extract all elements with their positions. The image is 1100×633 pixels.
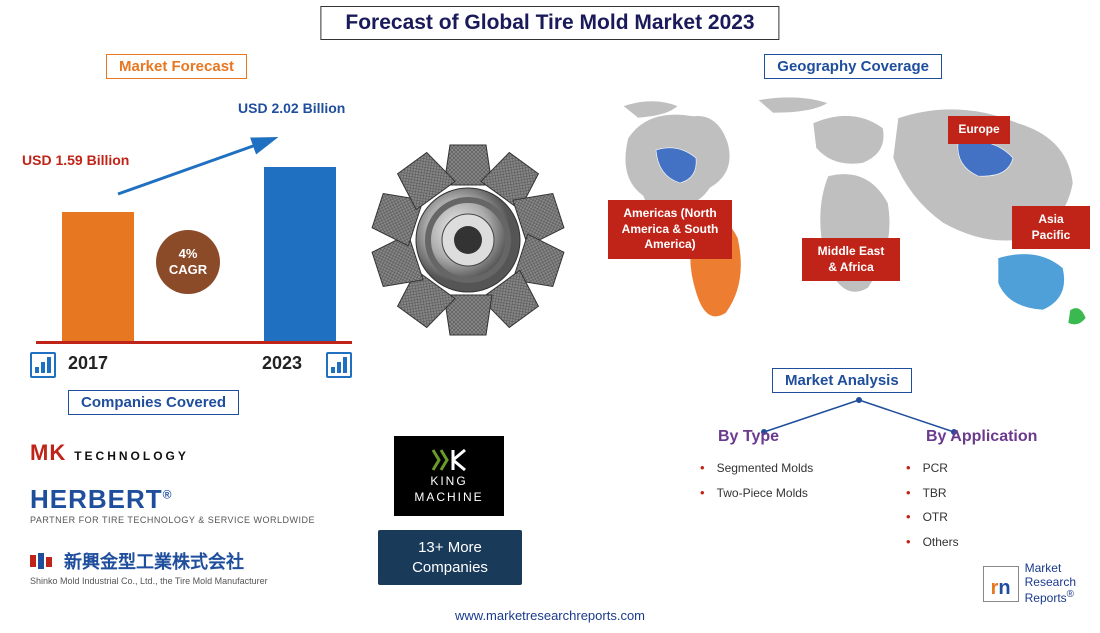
herbert-reg: ® [163,487,173,501]
king-l2: MACHINE [414,490,483,506]
geo-badge: Asia Pacific [1012,206,1090,249]
company-shinko: 新興金型工業株式会社 [30,548,244,574]
bar-2023-value: USD 2.02 Billion [238,100,345,116]
mrr-logo-icon: rn [983,566,1019,602]
geo-badge: Middle East & Africa [802,238,900,281]
section-market-forecast: Market Forecast [106,54,247,79]
section-geography: Geography Coverage [764,54,942,79]
herbert-brand: HERBERT [30,484,163,514]
by-application-list: PCRTBROTROthers [906,456,959,555]
list-item: Others [906,530,959,555]
cagr-badge: 4% CAGR [156,230,220,294]
list-item: Segmented Molds [700,456,813,481]
geo-badge: Americas (North America & South America) [608,200,732,259]
page-title: Forecast of Global Tire Mold Market 2023 [320,6,779,40]
mk-brand: MK [30,440,66,466]
forecast-bar-chart: USD 1.59 Billion USD 2.02 Billion 4% CAG… [30,92,360,372]
company-mk-technology: MK TECHNOLOGY [30,440,189,466]
chart-icon [326,352,352,378]
shinko-jp: 新興金型工業株式会社 [64,548,244,574]
growth-arrow-icon [110,132,290,212]
herbert-tag: PARTNER FOR TIRE TECHNOLOGY & SERVICE WO… [30,515,315,525]
more-companies-badge: 13+ More Companies [378,530,522,585]
shinko-logo-icon [30,551,58,571]
king-l1: KING [430,474,467,490]
cagr-percent: 4% [179,246,198,262]
chart-baseline [36,341,352,344]
mrr-logo: rn Market Research Reports® [983,562,1076,605]
list-item: Two-Piece Molds [700,481,813,506]
chart-icon [30,352,56,378]
cagr-label: CAGR [169,262,207,278]
section-companies: Companies Covered [68,390,239,415]
shinko-tag: Shinko Mold Industrial Co., Ltd., the Ti… [30,576,268,586]
by-type-heading: By Type [718,428,779,446]
mrr-logo-text: Market Research Reports® [1025,562,1076,605]
geo-badge: Europe [948,116,1010,144]
list-item: OTR [906,505,959,530]
section-analysis: Market Analysis [772,368,912,393]
bar-2017 [62,212,134,342]
year-2017-label: 2017 [68,353,108,374]
company-herbert: HERBERT® PARTNER FOR TIRE TECHNOLOGY & S… [30,484,315,525]
king-machine-logo-icon [429,446,469,474]
by-application-heading: By Application [926,428,1037,446]
list-item: PCR [906,456,959,481]
by-type-list: Segmented MoldsTwo-Piece Molds [700,456,813,505]
bar-2023 [264,167,336,342]
tire-mold-image [368,140,568,340]
mk-sub: TECHNOLOGY [74,449,189,463]
company-king-machine: KING MACHINE [394,436,504,516]
list-item: TBR [906,481,959,506]
year-2023-label: 2023 [262,353,302,374]
footer-url: www.marketresearchreports.com [455,608,645,623]
